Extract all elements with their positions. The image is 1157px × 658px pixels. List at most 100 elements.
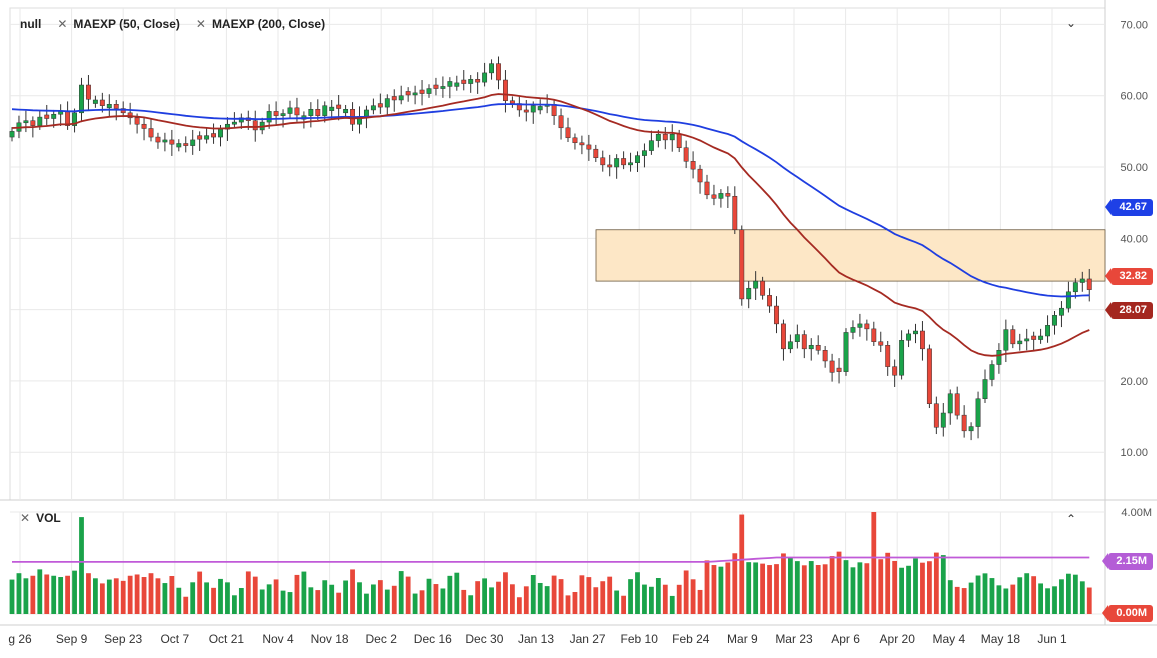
candle bbox=[148, 128, 154, 138]
candle bbox=[926, 348, 932, 404]
volume-bar bbox=[794, 561, 800, 614]
close-icon[interactable]: ✕ bbox=[20, 511, 31, 525]
candle bbox=[607, 164, 613, 168]
volume-bar bbox=[106, 579, 112, 614]
candle bbox=[9, 131, 15, 138]
chevron-up-icon[interactable]: ⌃ bbox=[1066, 512, 1077, 526]
volume-bar bbox=[878, 559, 884, 614]
volume-bar bbox=[614, 590, 620, 614]
volume-bar bbox=[537, 582, 543, 614]
volume-bar bbox=[440, 588, 446, 614]
candle bbox=[113, 104, 119, 109]
volume-bar bbox=[649, 586, 654, 614]
main-legend: null ✕ MAEXP (50, Close) ✕ MAEXP (200, C… bbox=[20, 17, 325, 31]
candle bbox=[176, 143, 182, 148]
volume-bar bbox=[739, 514, 745, 614]
close-icon[interactable]: ✕ bbox=[57, 17, 68, 31]
candle bbox=[509, 100, 515, 104]
volume-bar bbox=[503, 572, 508, 614]
volume-tick-label: 4.00M bbox=[1121, 507, 1152, 519]
volume-bar bbox=[760, 563, 765, 614]
volume-bar bbox=[774, 564, 779, 614]
candle bbox=[23, 120, 29, 124]
volume-bar bbox=[662, 584, 668, 614]
x-tick-label: Nov 18 bbox=[311, 632, 349, 646]
candle bbox=[336, 104, 342, 109]
candle bbox=[940, 412, 946, 428]
candle bbox=[454, 82, 460, 87]
volume-bar bbox=[565, 595, 571, 614]
candle bbox=[558, 115, 564, 129]
candle bbox=[572, 137, 578, 144]
volume-bar bbox=[725, 562, 731, 614]
candle bbox=[141, 123, 147, 129]
ma200-legend[interactable]: MAEXP (200, Close) bbox=[211, 17, 326, 31]
candle bbox=[690, 161, 696, 170]
x-tick-label: Dec 2 bbox=[366, 632, 398, 646]
candle bbox=[252, 120, 258, 131]
chevron-down-icon[interactable]: ⌄ bbox=[1066, 16, 1077, 30]
x-tick-label: May 18 bbox=[981, 632, 1021, 646]
x-tick-label: Jan 27 bbox=[570, 632, 606, 646]
candle bbox=[753, 280, 759, 289]
candle bbox=[86, 84, 91, 100]
ma50-price-badge: 28.07 bbox=[1105, 302, 1153, 319]
volume-bar bbox=[113, 578, 119, 614]
volume-bar bbox=[669, 595, 675, 614]
volume-bar bbox=[961, 588, 967, 614]
volume-bar bbox=[947, 580, 953, 614]
x-tick-label: Apr 20 bbox=[880, 632, 916, 646]
candle bbox=[377, 103, 383, 108]
candle bbox=[294, 107, 300, 116]
volume-bar bbox=[899, 567, 904, 614]
candle bbox=[913, 330, 918, 335]
volume-bar bbox=[79, 517, 84, 614]
volume-bar bbox=[822, 564, 828, 614]
volume-bar bbox=[690, 579, 696, 614]
volume-bar bbox=[273, 579, 279, 614]
candle bbox=[808, 345, 814, 350]
candle bbox=[266, 111, 272, 123]
candle bbox=[30, 120, 36, 126]
volume-label: VOL bbox=[36, 511, 61, 525]
volume-bar bbox=[426, 578, 432, 614]
candle bbox=[899, 340, 905, 376]
volume-bar bbox=[343, 580, 348, 614]
volume-bar bbox=[982, 573, 988, 614]
volume-bar bbox=[322, 580, 328, 614]
candle bbox=[1086, 278, 1092, 290]
candle bbox=[954, 393, 960, 416]
x-tick-label: g 26 bbox=[8, 632, 32, 646]
volume-bar bbox=[1031, 576, 1037, 614]
close-icon[interactable]: ✕ bbox=[195, 17, 206, 31]
candle bbox=[273, 111, 279, 116]
candle bbox=[1045, 325, 1050, 337]
candle bbox=[287, 107, 293, 114]
volume-bar bbox=[906, 565, 911, 614]
volume-bar bbox=[1072, 574, 1078, 614]
candle bbox=[405, 91, 411, 96]
volume-zero-badge: 0.00M bbox=[1102, 605, 1153, 622]
volume-bar bbox=[238, 588, 244, 614]
volume-bar bbox=[232, 595, 237, 614]
volume-bar bbox=[579, 575, 585, 614]
volume-bar bbox=[1003, 588, 1009, 614]
ma50-legend[interactable]: MAEXP (50, Close) bbox=[73, 17, 180, 31]
candle bbox=[1031, 335, 1037, 340]
volume-bar bbox=[16, 573, 22, 614]
candle bbox=[864, 323, 870, 330]
volume-bar bbox=[989, 578, 995, 614]
candle bbox=[523, 109, 529, 113]
candle bbox=[551, 104, 557, 116]
volume-bar bbox=[642, 584, 647, 614]
candle bbox=[739, 229, 745, 300]
candle bbox=[648, 140, 654, 151]
candle bbox=[468, 79, 474, 84]
candle bbox=[482, 72, 488, 83]
candle bbox=[231, 121, 237, 125]
volume-bar bbox=[572, 591, 578, 614]
candle bbox=[218, 128, 223, 138]
volume-bar bbox=[489, 587, 494, 614]
last-price-badge: 32.82 bbox=[1105, 268, 1153, 285]
